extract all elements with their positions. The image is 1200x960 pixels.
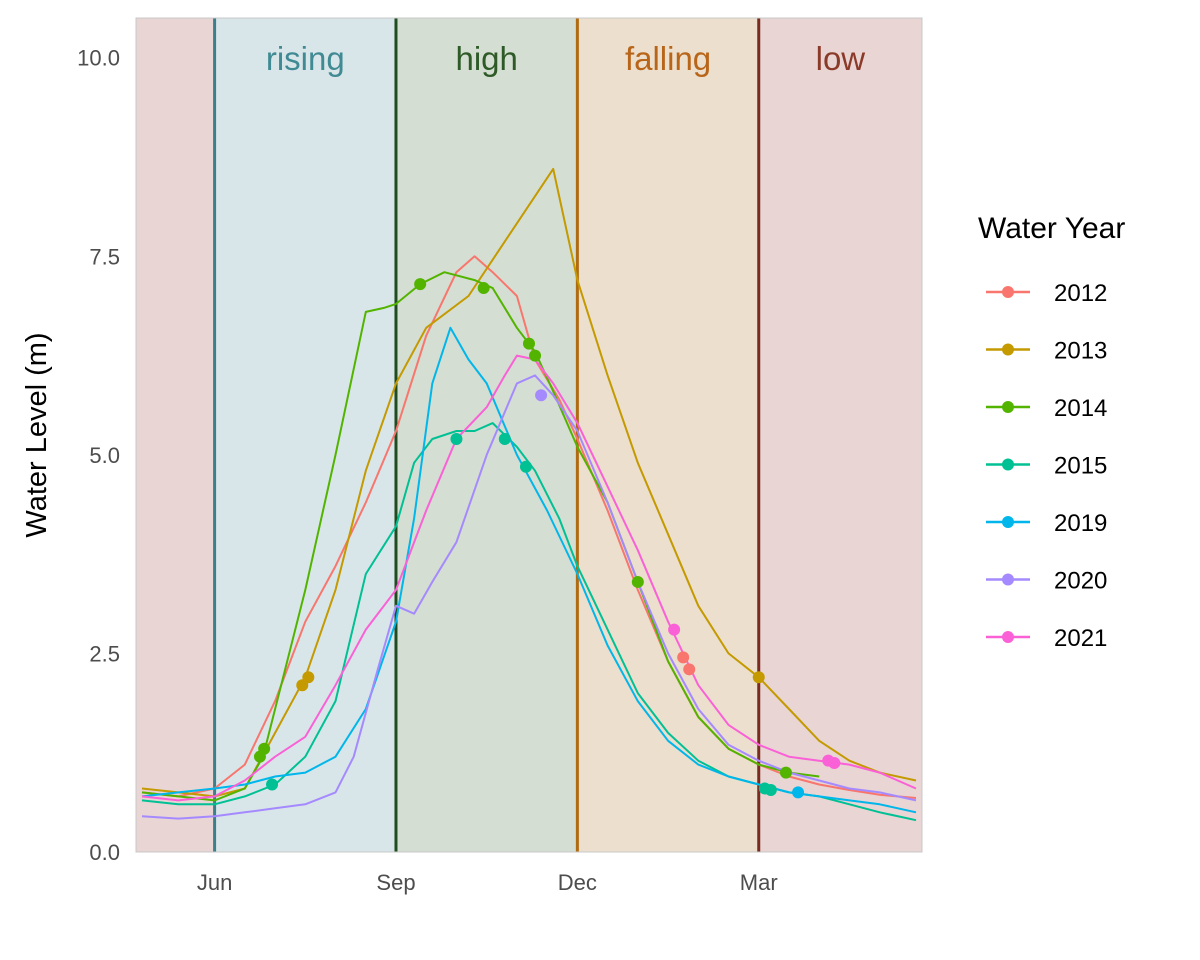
y-axis-title: Water Level (m) bbox=[21, 332, 53, 537]
x-axis: Jun Sep Dec Mar bbox=[197, 870, 778, 895]
legend-label: 2015 bbox=[1054, 453, 1107, 480]
season-band-pre-season bbox=[136, 18, 215, 852]
x-tick-label-mar: Mar bbox=[740, 870, 778, 895]
series-marker-2015-5 bbox=[764, 784, 777, 797]
legend-item-2020: 2020 bbox=[986, 568, 1107, 595]
legend: Water Year 2012 2013 2014 2015 2019 2020 2021 bbox=[978, 212, 1125, 652]
series-marker-2012-0 bbox=[677, 651, 690, 664]
legend-item-2019: 2019 bbox=[986, 510, 1107, 537]
series-marker-2014-5 bbox=[529, 349, 542, 362]
legend-item-2021: 2021 bbox=[986, 625, 1107, 652]
season-band-low bbox=[758, 18, 922, 852]
series-marker-2015-2 bbox=[498, 432, 511, 445]
legend-title: Water Year bbox=[978, 212, 1125, 245]
legend-item-2013: 2013 bbox=[986, 338, 1107, 365]
series-marker-2020-0 bbox=[535, 389, 548, 402]
series-marker-2014-6 bbox=[631, 575, 644, 588]
series-line-2020 bbox=[141, 374, 917, 820]
legend-items: 2012 2013 2014 2015 2019 2020 2021 bbox=[986, 280, 1107, 652]
series-line-2014 bbox=[141, 271, 820, 802]
y-axis: 0.0 2.5 5.0 7.5 10.0 bbox=[77, 46, 120, 865]
legend-key-marker bbox=[1002, 573, 1014, 586]
y-tick-label: 7.5 bbox=[89, 244, 120, 269]
x-tick-label-sep: Sep bbox=[376, 870, 415, 895]
series-marker-2013-1 bbox=[302, 671, 315, 684]
series-marker-2015-0 bbox=[266, 778, 279, 791]
plot-frame bbox=[135, 17, 923, 853]
series-marker-2021-0 bbox=[668, 623, 681, 636]
legend-label: 2014 bbox=[1054, 395, 1107, 422]
legend-item-2014: 2014 bbox=[986, 395, 1107, 422]
season-bands bbox=[136, 18, 922, 852]
legend-key-marker bbox=[1002, 343, 1014, 356]
series-marker-2014-1 bbox=[258, 742, 271, 755]
series-marker-2014-2 bbox=[414, 278, 427, 291]
legend-label: 2019 bbox=[1054, 510, 1107, 537]
series-marker-2014-4 bbox=[523, 337, 535, 350]
series-marker-2014-3 bbox=[477, 282, 490, 295]
legend-label: 2021 bbox=[1054, 625, 1107, 652]
season-label-high: high bbox=[455, 40, 517, 77]
legend-key-marker bbox=[1002, 401, 1014, 413]
season-band-rising bbox=[214, 18, 396, 852]
series-markers bbox=[253, 278, 841, 799]
x-tick-label-jun: Jun bbox=[197, 870, 232, 895]
y-tick-label: 2.5 bbox=[89, 641, 120, 666]
series-line-2012 bbox=[141, 255, 917, 799]
legend-label: 2020 bbox=[1054, 568, 1107, 595]
series-marker-2012-1 bbox=[683, 663, 696, 676]
season-label-rising: rising bbox=[266, 40, 345, 77]
series-line-2013 bbox=[141, 167, 917, 798]
legend-label: 2013 bbox=[1054, 338, 1107, 365]
season-band-falling bbox=[577, 18, 759, 852]
season-labels: rising high falling low bbox=[266, 40, 865, 77]
series-marker-2013-2 bbox=[752, 671, 765, 684]
legend-key-marker bbox=[1002, 458, 1014, 471]
legend-label: 2012 bbox=[1054, 280, 1107, 307]
series-marker-2015-3 bbox=[519, 460, 532, 473]
x-tick-label-dec: Dec bbox=[558, 870, 597, 895]
legend-key-marker bbox=[1002, 631, 1014, 643]
legend-key-marker bbox=[1002, 286, 1014, 298]
season-boundary-lines bbox=[213, 18, 761, 852]
y-tick-label: 0.0 bbox=[89, 840, 120, 865]
series-marker-2021-2 bbox=[828, 757, 841, 770]
legend-item-2015: 2015 bbox=[986, 453, 1107, 480]
series-marker-2015-1 bbox=[450, 432, 463, 445]
legend-key-marker bbox=[1002, 516, 1014, 528]
y-tick-label: 10.0 bbox=[77, 46, 120, 71]
season-label-falling: falling bbox=[625, 40, 711, 77]
y-tick-label: 5.0 bbox=[89, 443, 120, 468]
season-band-high bbox=[395, 18, 578, 852]
series-line-2021 bbox=[141, 354, 917, 802]
legend-item-2012: 2012 bbox=[986, 280, 1107, 307]
season-label-low: low bbox=[816, 40, 866, 77]
series-marker-2019-0 bbox=[792, 786, 805, 799]
series-marker-2014-7 bbox=[779, 766, 792, 779]
